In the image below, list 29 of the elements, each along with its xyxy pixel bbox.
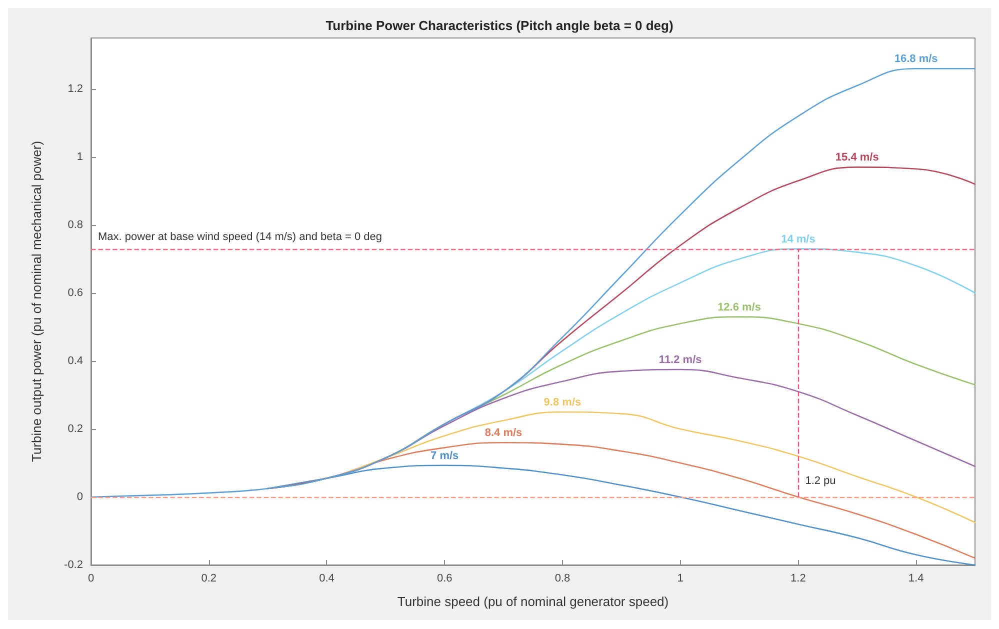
x-tick-label: 1 <box>677 572 684 584</box>
y-axis-title: Turbine output power (pu of nominal mechanical power) <box>29 140 44 462</box>
y-tick-label: 0.2 <box>68 423 83 435</box>
x-tick-label: 1.4 <box>908 572 924 584</box>
series-label: 11.2 m/s <box>658 354 702 366</box>
series-label: 15.4 m/s <box>835 152 879 164</box>
ref-line-label: 1.2 pu <box>805 475 836 487</box>
x-tick-label: 0.8 <box>554 572 570 584</box>
y-tick-label: 0.6 <box>68 287 83 299</box>
series-label: 12.6 m/s <box>718 301 761 314</box>
y-tick-label: 1 <box>76 151 83 163</box>
x-tick-label: 1.2 <box>790 572 806 584</box>
x-tick-label: 0 <box>88 572 94 584</box>
series-label: 16.8 m/s <box>894 53 938 66</box>
x-tick-label: 0.2 <box>201 572 217 584</box>
annotation: Max. power at base wind speed (14 m/s) and beta = 0 deg <box>98 230 382 243</box>
x-axis-title: Turbine speed (pu of nominal generator speed) <box>397 594 669 609</box>
x-tick-label: 0.4 <box>319 572 334 584</box>
y-tick-label: 0.8 <box>68 219 83 231</box>
series-label: 14 m/s <box>781 233 816 246</box>
chart-title: Turbine Power Characteristics (Pitch angle beta = 0 deg) <box>326 18 674 33</box>
y-tick-label: -0.2 <box>64 559 83 571</box>
x-tick-label: 0.6 <box>436 572 452 584</box>
series-label: 7 m/s <box>430 450 459 462</box>
series-label: 9.8 m/s <box>544 396 582 408</box>
y-tick-label: 1.2 <box>68 83 83 95</box>
series-label: 8.4 m/s <box>484 427 522 440</box>
y-tick-label: 0.4 <box>68 355 83 367</box>
y-tick-label: 0 <box>76 491 83 503</box>
